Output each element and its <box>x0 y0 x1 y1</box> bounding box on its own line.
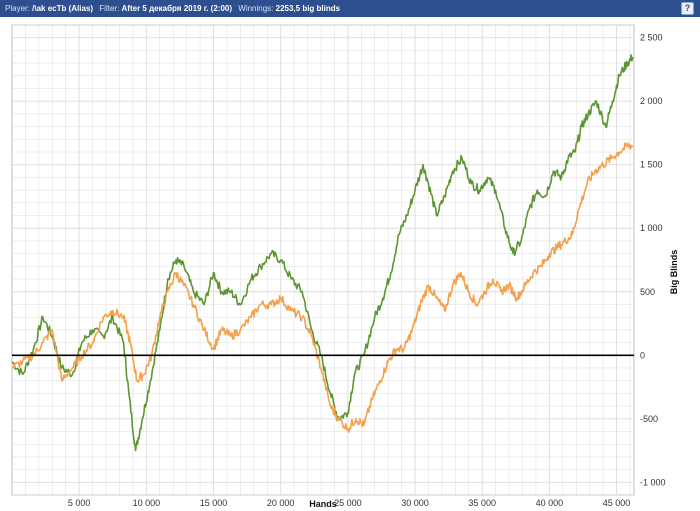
y-tick-label: 1 000 <box>640 223 663 233</box>
y-tick-label: 1 500 <box>640 160 663 170</box>
y-tick-label: 2 500 <box>640 33 663 43</box>
player-label: Player: <box>5 4 30 13</box>
filter-value: After 5 декабря 2019 г. (2:00) <box>121 4 233 13</box>
x-tick-label: 20 000 <box>267 498 295 508</box>
y-tick-label: -1 000 <box>640 477 666 487</box>
winnings-value: 2253,5 big blinds <box>275 4 341 13</box>
filter-label: Filter: <box>99 4 120 13</box>
x-tick-label: 35 000 <box>468 498 496 508</box>
x-tick-label: 45 000 <box>603 498 631 508</box>
series-layer <box>11 54 634 452</box>
y-axis-ticks: -1 000 -500 0 500 1 000 1 500 2 000 2 500 <box>640 33 666 488</box>
x-tick-label: 15 000 <box>200 498 228 508</box>
y-tick-label: 2 000 <box>640 96 663 106</box>
plot-area <box>11 24 635 496</box>
x-tick-label: 40 000 <box>536 498 564 508</box>
x-axis-ticks: 5 000 10 000 15 000 20 000 25 000 30 000 35 00… <box>68 498 630 508</box>
grid <box>12 24 634 496</box>
y-tick-label: -500 <box>640 414 658 424</box>
y-tick-label: 500 <box>640 287 655 297</box>
title-bar: Player: /\ak ecTb (Alias) Filter: After … <box>0 0 700 17</box>
help-icon[interactable]: ? <box>681 2 694 15</box>
player-value: /\ak ecTb (Alias) <box>32 4 94 13</box>
winnings-label: Winnings: <box>238 4 274 13</box>
series-line-green <box>11 54 634 452</box>
x-tick-label: 10 000 <box>133 498 161 508</box>
x-axis-title: Hands <box>309 499 337 509</box>
winnings-chart: 5 000 10 000 15 000 20 000 25 000 30 000 35 00… <box>11 24 679 509</box>
x-tick-label: 5 000 <box>68 498 91 508</box>
x-tick-label: 25 000 <box>334 498 362 508</box>
y-tick-label: 0 <box>640 350 645 360</box>
y-axis-title: Big Blinds <box>669 250 679 295</box>
series-line-orange <box>11 142 634 433</box>
x-tick-label: 30 000 <box>401 498 429 508</box>
